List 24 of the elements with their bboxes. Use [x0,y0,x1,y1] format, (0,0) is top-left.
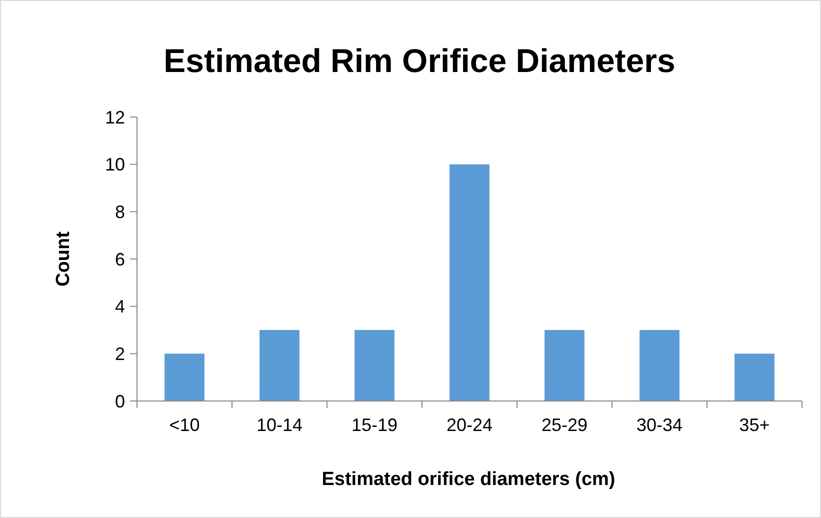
y-axis-title: Count [53,230,74,286]
bar [640,330,680,401]
y-tick-label: 10 [104,154,125,175]
y-tick-label: 8 [114,202,125,222]
x-tick-label: 20-24 [446,415,493,435]
x-tick-label: 35+ [739,415,770,435]
y-tick-label: 0 [114,391,125,412]
y-tick-label: 4 [114,296,125,317]
y-tick-label: 6 [114,249,125,270]
x-tick-label: <10 [169,415,200,435]
bar [734,354,774,401]
x-tick-label: 25-29 [541,415,588,435]
bar [164,354,204,401]
bar [354,330,394,401]
y-tick-label: 12 [104,107,125,128]
bar [544,330,584,401]
x-tick-label: 30-34 [636,415,683,435]
x-tick-label: 15-19 [351,415,398,435]
chart-title: Estimated Rim Orifice Diameters [164,42,676,79]
bar [450,164,490,401]
x-tick-label: 10-14 [256,415,303,435]
y-tick-label: 2 [114,344,125,364]
bar [260,330,300,401]
x-axis-title: Estimated orifice diameters (cm) [322,469,616,490]
